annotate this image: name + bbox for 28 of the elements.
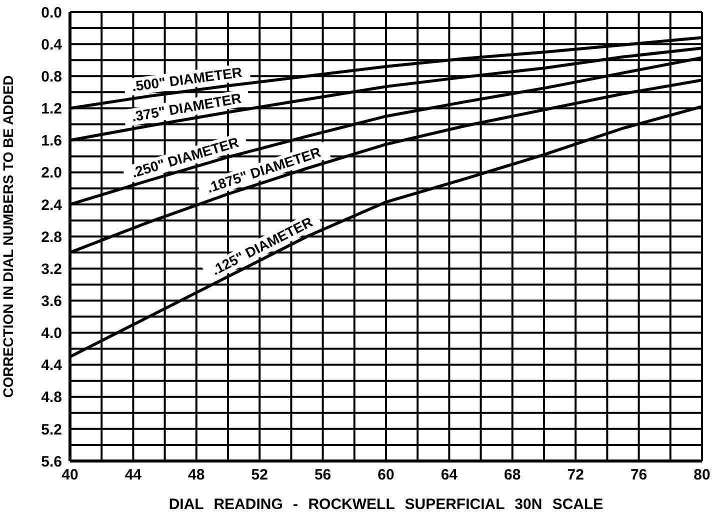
x-tick-label: 48	[188, 466, 205, 484]
x-tick-label: 52	[251, 466, 268, 484]
x-tick-label: 72	[567, 466, 584, 484]
x-tick-label: 64	[440, 466, 458, 484]
x-tick-label: 68	[504, 466, 521, 484]
y-tick-label: 0.0	[41, 4, 62, 22]
y-tick-label: 3.6	[41, 292, 62, 310]
y-tick-label: 0.4	[41, 36, 63, 54]
y-tick-label: 4.4	[41, 357, 63, 374]
x-tick-label: 60	[378, 466, 394, 484]
y-tick-label: 4.0	[41, 325, 62, 342]
x-axis-title: DIAL READING - ROCKWELL SUPERFICIAL 30N SCALE	[168, 496, 604, 513]
y-axis-title: CORRECTION IN DIAL NUMBERS TO BE ADDED	[0, 75, 16, 398]
x-tick-label: 76	[630, 466, 648, 484]
x-tick-label: 56	[314, 466, 332, 484]
y-tick-label: 0.8	[41, 68, 62, 86]
y-tick-label: 1.2	[41, 100, 62, 118]
y-tick-label: 2.4	[41, 196, 63, 214]
y-tick-label: 5.6	[41, 453, 62, 470]
y-tick-label: 4.8	[41, 389, 62, 406]
y-tick-label: 2.8	[41, 228, 62, 246]
y-tick-label: 1.6	[41, 132, 62, 150]
x-tick-label: 80	[694, 466, 710, 484]
y-tick-label: 3.2	[41, 260, 62, 278]
x-tick-label: 44	[124, 466, 142, 484]
x-tick-label: 40	[62, 466, 78, 484]
y-tick-label: 5.2	[41, 421, 62, 438]
y-tick-label: 2.0	[41, 164, 62, 182]
